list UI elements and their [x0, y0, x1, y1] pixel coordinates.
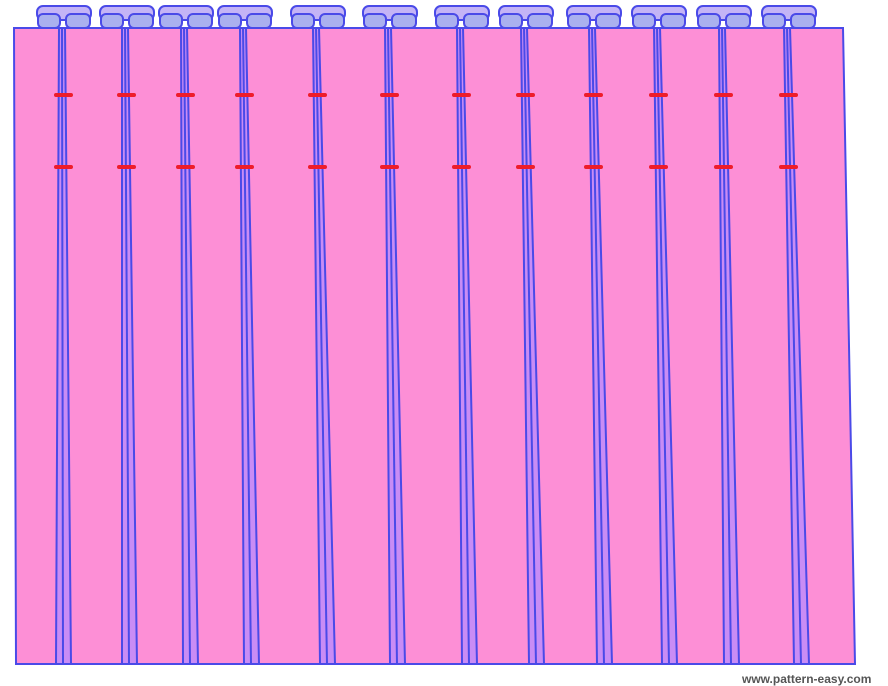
waistband-tab: [790, 13, 816, 29]
waistband-tab: [37, 13, 61, 29]
pleat-line: [61, 27, 64, 665]
pleat-line: [315, 27, 328, 665]
waistband-tab: [463, 13, 489, 29]
pleat-line: [459, 27, 470, 665]
waistband-tab: [762, 13, 786, 29]
pleat-line: [786, 27, 802, 665]
waistband-tab: [725, 13, 751, 29]
waistband-tab: [246, 13, 272, 29]
waistband-tab: [391, 13, 417, 29]
waistband-tab: [65, 13, 91, 29]
pleat-line: [124, 27, 130, 665]
waistband-tab: [187, 13, 213, 29]
waistband-tab: [435, 13, 459, 29]
waistband-tab: [499, 13, 523, 29]
waistband-tab: [159, 13, 183, 29]
waistband-tab: [363, 13, 387, 29]
pleat-line: [591, 27, 605, 665]
pleat-line: [183, 27, 191, 665]
waistband-tab: [595, 13, 621, 29]
waistband-tab: [567, 13, 591, 29]
waistband-tab: [697, 13, 721, 29]
waistband: [36, 5, 817, 29]
waistband-tab: [632, 13, 656, 29]
waistband-tab: [291, 13, 315, 29]
waistband-tab: [319, 13, 345, 29]
stitches: [54, 93, 798, 169]
pleat-line: [242, 27, 252, 665]
waistband-tab: [100, 13, 124, 29]
skirt-panel: [12, 27, 857, 665]
pleat-line: [721, 27, 732, 665]
waistband-tab: [218, 13, 242, 29]
waistband-tab: [527, 13, 553, 29]
watermark: www.pattern-easy.com: [741, 672, 871, 686]
pleat-line: [387, 27, 398, 665]
waistband-tab: [660, 13, 686, 29]
pleat-line: [656, 27, 670, 665]
pleat-line: [523, 27, 537, 665]
waistband-tab: [128, 13, 154, 29]
pleats: [54, 27, 811, 665]
